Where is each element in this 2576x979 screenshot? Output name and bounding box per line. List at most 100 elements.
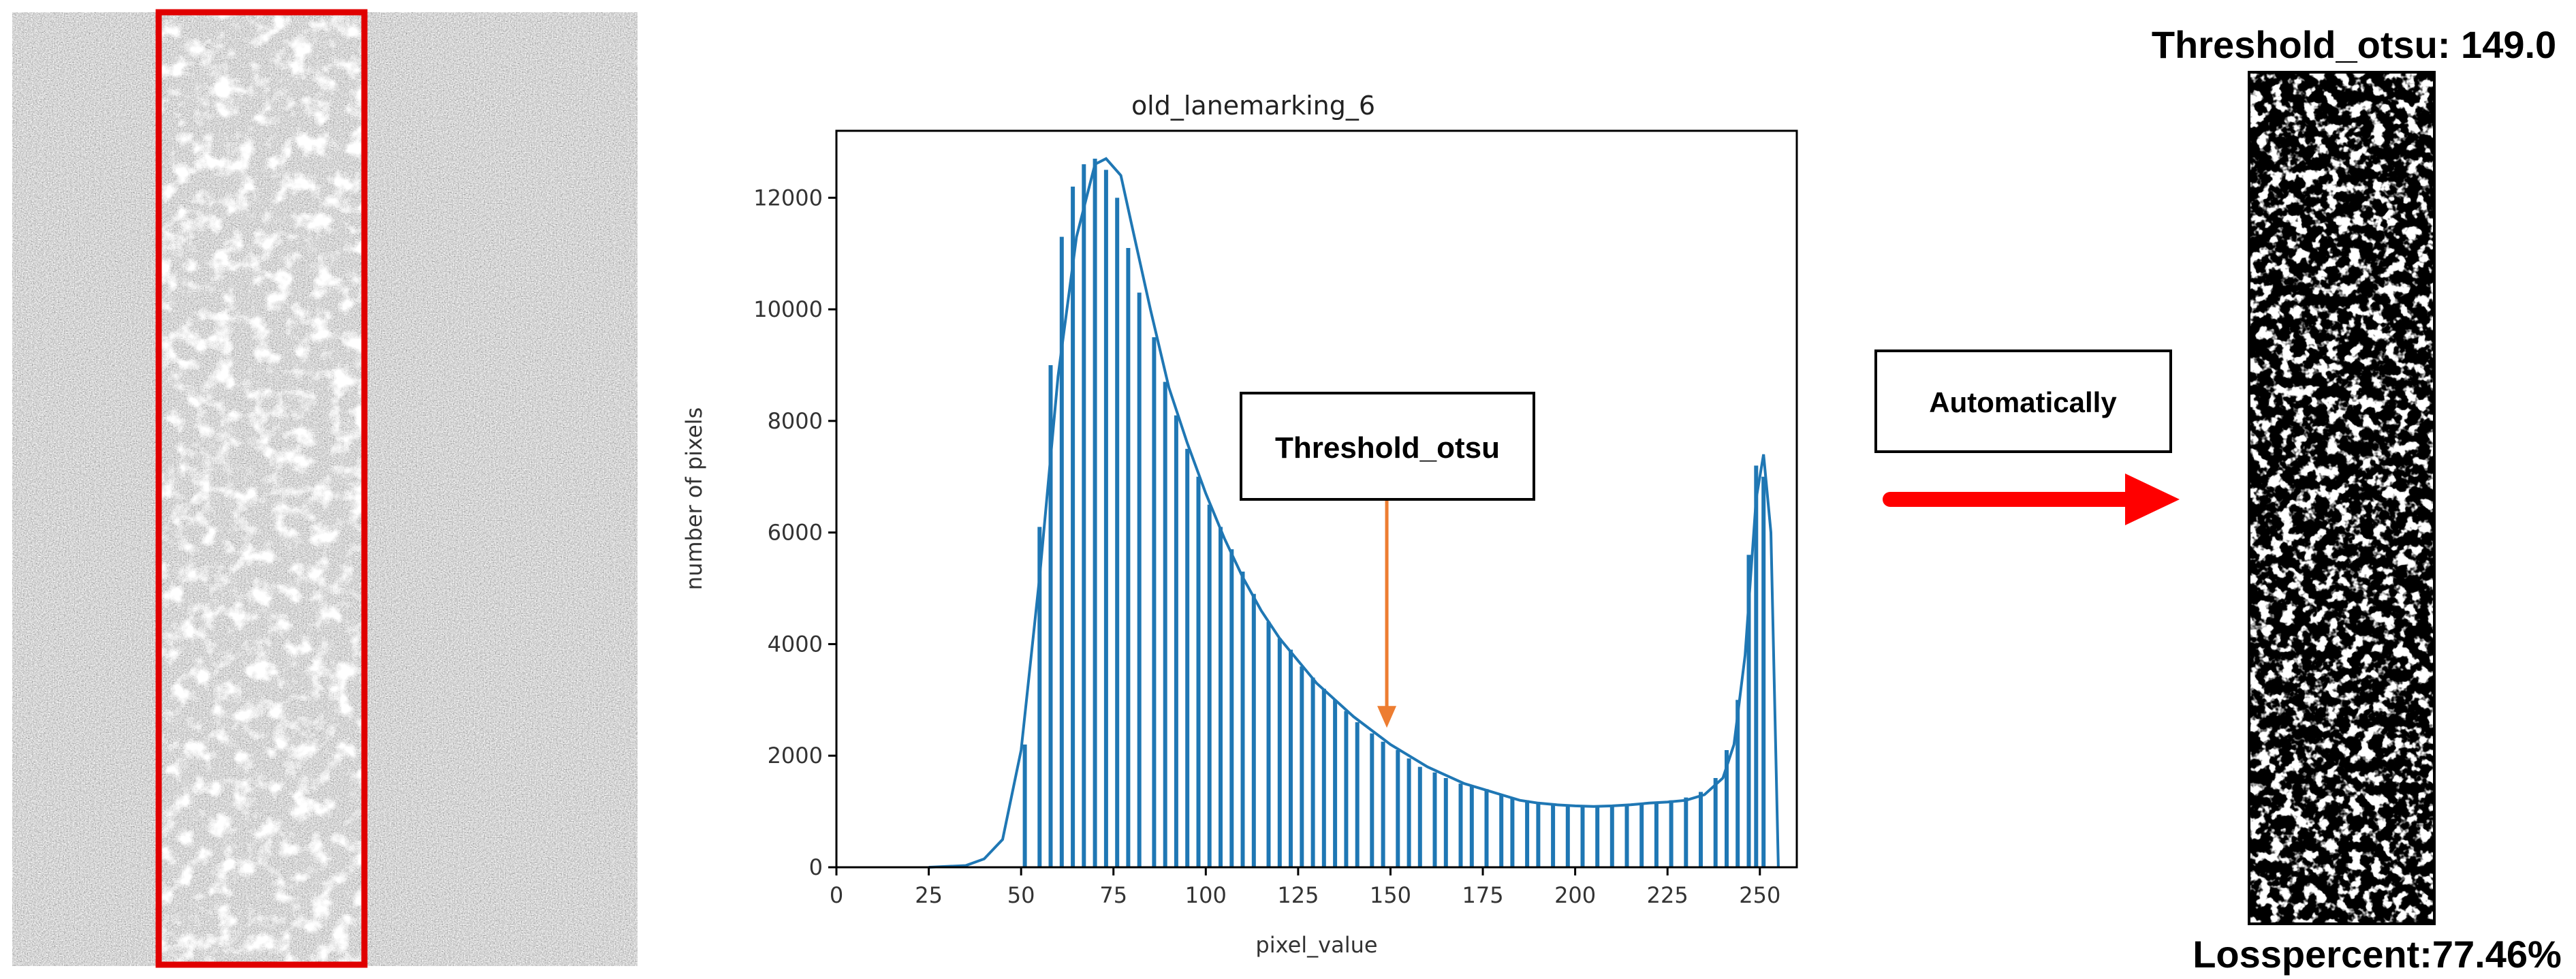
x-tick-label: 100 xyxy=(1185,882,1227,908)
histogram-bar xyxy=(1037,527,1042,867)
histogram-bar xyxy=(1381,741,1385,867)
histogram-bar xyxy=(1310,677,1315,867)
histogram-bar xyxy=(1219,527,1223,867)
plot-frame xyxy=(835,129,1798,869)
histogram-bar xyxy=(1163,382,1167,867)
histogram-bar xyxy=(1266,621,1271,867)
histogram-bar xyxy=(1185,448,1190,867)
result-panel: Threshold_otsu: 149.0 Losspercent:77.46% xyxy=(2152,23,2562,976)
histogram-bar xyxy=(1458,783,1463,867)
histogram-bar xyxy=(1754,465,1759,867)
threshold-label-box xyxy=(1240,392,1535,501)
x-tick-label: 50 xyxy=(1007,882,1035,908)
histogram-bar xyxy=(1251,593,1256,867)
y-tick-label: 2000 xyxy=(768,743,823,768)
x-tick-label: 225 xyxy=(1647,882,1688,908)
y-tick-label: 6000 xyxy=(768,520,823,546)
histogram-bar xyxy=(1669,800,1674,867)
process-label: Automatically xyxy=(1929,386,2117,418)
x-axis-ticks: 0 25 50 75 100 125 150 175 200 225 250 xyxy=(830,867,1780,908)
histogram-bar xyxy=(1093,158,1097,867)
y-tick-label: 0 xyxy=(809,854,823,880)
histogram-bar xyxy=(1654,802,1659,867)
histogram-bar xyxy=(1432,772,1437,867)
histogram-bar xyxy=(1059,236,1064,868)
histogram-bar xyxy=(1277,638,1282,867)
histogram-bar xyxy=(1580,805,1585,867)
x-tick-label: 25 xyxy=(915,882,943,908)
histogram-bar xyxy=(1229,549,1234,867)
histogram-bar xyxy=(1103,170,1108,868)
histogram-bar xyxy=(1684,797,1688,867)
roi-box xyxy=(155,9,368,968)
road-photo xyxy=(12,9,638,968)
loss-percent-text: Losspercent:77.46% xyxy=(2193,933,2562,976)
binary-mask-frame xyxy=(2248,71,2436,925)
histogram-bar xyxy=(1499,794,1504,867)
histogram-bar xyxy=(1126,248,1131,867)
histogram-bar xyxy=(1396,750,1400,867)
x-tick-label: 125 xyxy=(1277,882,1319,908)
process-label-box xyxy=(1874,349,2172,453)
histogram-chart: old_lanemarking_6 0 25 50 75 100 125 150 175 200… xyxy=(661,15,1873,969)
histogram-bar xyxy=(1484,789,1489,867)
y-tick-label: 10000 xyxy=(753,296,823,322)
histogram-bar xyxy=(1510,797,1515,867)
lane-marking-texture xyxy=(157,14,366,962)
histogram-bar xyxy=(1469,786,1474,867)
histogram-bar xyxy=(1746,555,1751,867)
histogram-bar xyxy=(1321,688,1326,867)
y-tick-label: 8000 xyxy=(768,408,823,434)
histogram-bar xyxy=(1300,666,1304,867)
threshold-result-text: Threshold_otsu: 149.0 xyxy=(2152,23,2556,66)
histogram-bar xyxy=(1048,365,1053,867)
histogram-bar xyxy=(1407,758,1411,867)
x-tick-label: 0 xyxy=(830,882,843,908)
process-step: Automatically xyxy=(1874,349,2180,525)
histogram-bar xyxy=(1022,744,1027,867)
histogram-bar xyxy=(1071,186,1075,867)
x-tick-label: 175 xyxy=(1462,882,1503,908)
histogram-bar xyxy=(1565,805,1570,867)
histogram-bar xyxy=(1344,711,1349,867)
histogram-bar xyxy=(1699,792,1703,867)
process-arrow-icon xyxy=(1883,473,2180,525)
histogram-bar xyxy=(1152,337,1157,867)
histogram-bar xyxy=(1725,750,1729,867)
histogram-bar xyxy=(1595,805,1600,867)
x-tick-label: 250 xyxy=(1739,882,1780,908)
threshold-label: Threshold_otsu xyxy=(1275,431,1500,465)
threshold-arrow xyxy=(1377,501,1397,728)
x-axis-label: pixel_value xyxy=(1255,932,1377,958)
x-tick-label: 150 xyxy=(1370,882,1411,908)
histogram-bar xyxy=(1289,649,1293,867)
x-tick-label: 200 xyxy=(1554,882,1596,908)
histogram-bar xyxy=(1240,572,1245,867)
histogram-bar xyxy=(1761,476,1766,867)
histogram-bar xyxy=(1417,766,1422,867)
histogram-bar xyxy=(1525,800,1530,867)
histogram-bar xyxy=(1443,778,1448,867)
chart-title: old_lanemarking_6 xyxy=(1131,91,1375,121)
histogram-bar xyxy=(1137,292,1142,867)
histogram-bar xyxy=(1639,803,1644,867)
histogram-bar xyxy=(1609,805,1614,867)
histogram-bar xyxy=(1333,700,1338,867)
histogram-bar xyxy=(1174,415,1178,867)
histogram-bar xyxy=(1735,700,1740,867)
histogram-bar xyxy=(1370,733,1375,867)
histogram-bar xyxy=(1207,504,1212,867)
binary-mask-speckle xyxy=(2250,74,2433,922)
histogram-bar xyxy=(1115,198,1120,867)
y-tick-label: 12000 xyxy=(753,185,823,211)
histogram-bar xyxy=(1624,805,1629,867)
x-tick-label: 75 xyxy=(1099,882,1127,908)
histogram-bar xyxy=(1196,476,1201,867)
y-axis-ticks: 0 2000 4000 6000 8000 10000 12000 xyxy=(753,185,836,880)
y-tick-label: 4000 xyxy=(768,631,823,657)
histogram-bars xyxy=(1022,158,1766,868)
histogram-outline xyxy=(928,157,1780,869)
histogram-bar xyxy=(1551,805,1556,867)
histogram-bar xyxy=(1082,164,1086,868)
